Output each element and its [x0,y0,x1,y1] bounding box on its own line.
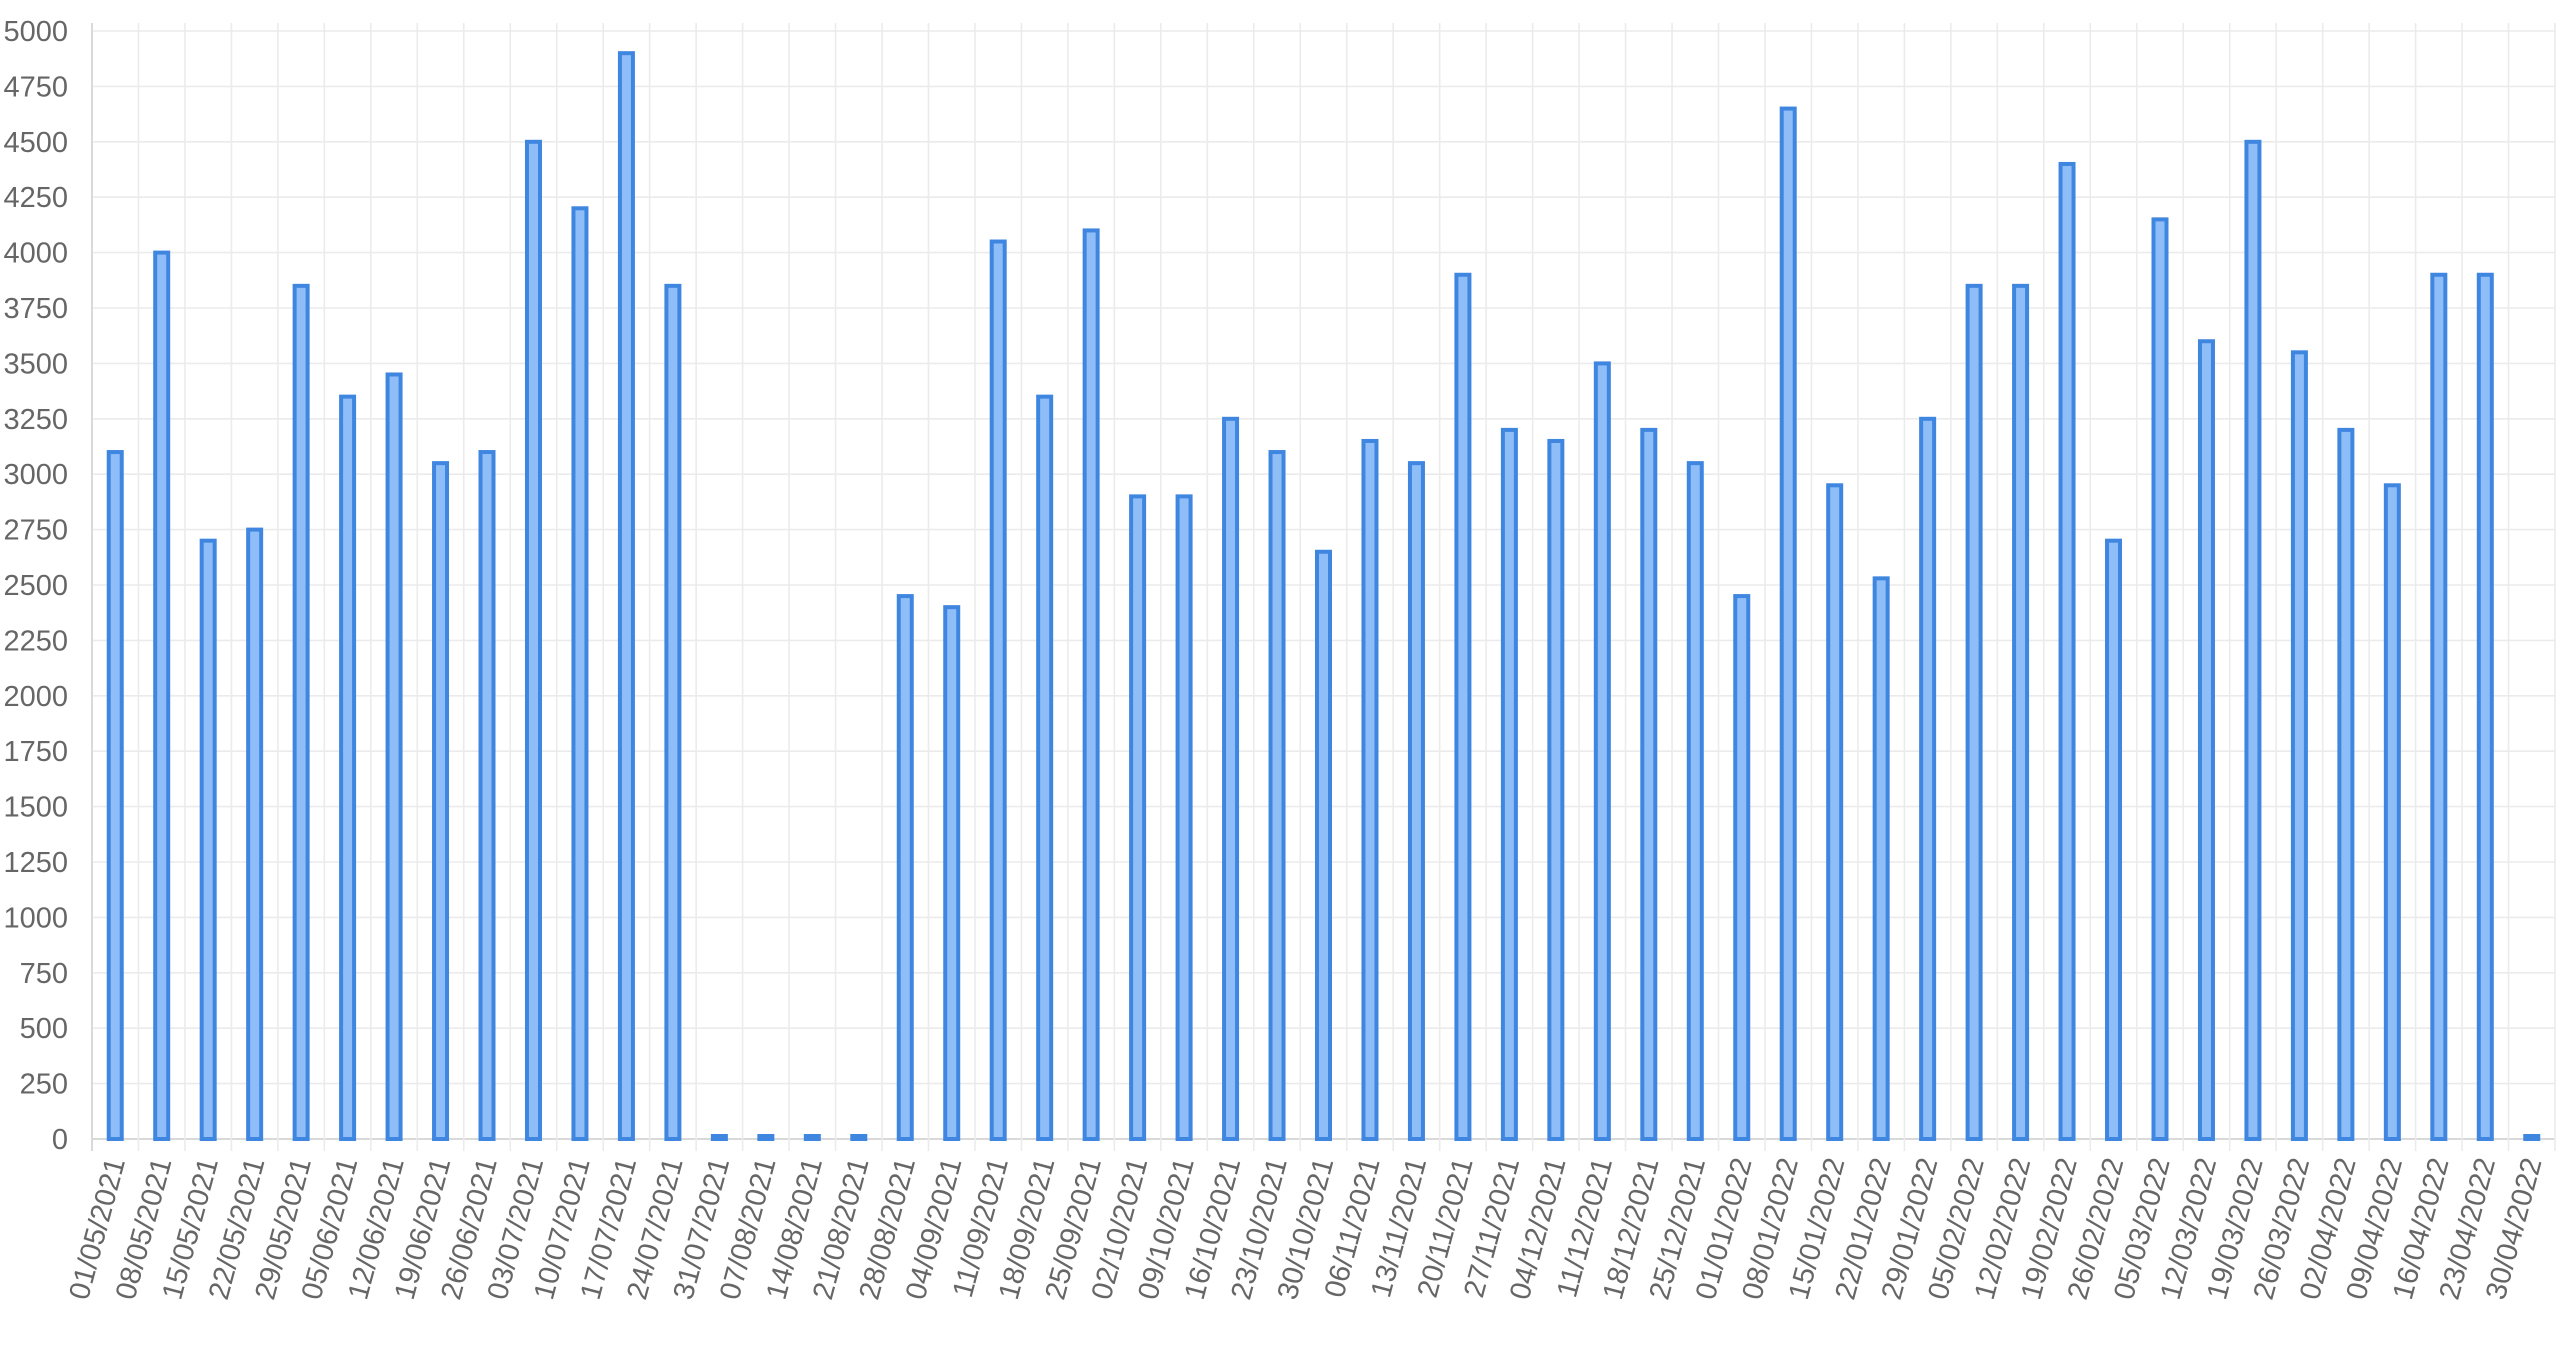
x-axis-ticks: 01/05/202108/05/202115/05/202122/05/2021… [64,1155,2549,1303]
y-axis-ticks: 0 250 500 750 1000 1250 1500 1750 2000 2250 2500 27… [3,16,68,1156]
bar [1779,106,1797,1141]
bar [1268,450,1286,1142]
y-tick-label: 0 [52,1124,68,1156]
y-tick-label: 1250 [3,847,68,879]
bar [2430,272,2448,1141]
bar [896,594,914,1141]
bar [1965,283,1983,1141]
bars [106,51,2541,1142]
bar [292,283,310,1141]
y-tick-label: 3750 [3,293,68,325]
bar [943,605,961,1141]
bar [1640,427,1658,1141]
bar [199,538,217,1141]
y-tick-label: 2750 [3,515,68,547]
bar [2105,538,2123,1141]
bar [1872,576,1890,1141]
bar [1361,438,1379,1141]
bar [1547,438,1565,1141]
bar [1500,427,1518,1141]
bar [2244,139,2262,1142]
bar [2151,217,2169,1142]
bar [1036,394,1054,1141]
bar [1826,483,1844,1141]
bar [710,1134,728,1141]
bar [1919,416,1937,1141]
bar [1129,494,1147,1141]
bar [106,450,124,1142]
bar [571,206,589,1141]
bar [339,394,357,1141]
y-tick-label: 500 [20,1013,68,1045]
bar [1315,549,1332,1141]
bar [1175,494,1193,1141]
bar [2523,1134,2541,1141]
y-tick-label: 3000 [3,459,68,491]
y-tick-label: 250 [20,1069,68,1101]
bar [432,461,450,1141]
y-tick-label: 1000 [3,902,68,934]
y-tick-label: 750 [20,958,68,990]
bar [246,527,264,1141]
bar [2197,339,2215,1141]
bar [2476,272,2494,1141]
bar [1082,228,1100,1141]
bar [664,283,682,1141]
y-tick-label: 3500 [3,348,68,380]
bar [1686,461,1704,1141]
bar [1407,461,1425,1141]
bar [2383,483,2401,1141]
bar [1733,594,1751,1141]
bar [1454,272,1472,1141]
grid [91,23,2556,1151]
bar [2058,161,2076,1141]
bar [757,1134,775,1141]
y-tick-label: 2000 [3,681,68,713]
bar [617,51,635,1141]
bar [2337,427,2355,1141]
bar [989,239,1007,1141]
y-tick-label: 1500 [3,792,68,824]
bar [1222,416,1240,1141]
bar [153,250,171,1142]
bar [803,1134,821,1141]
bar [850,1134,868,1141]
bar [2290,350,2308,1141]
y-tick-label: 1750 [3,736,68,768]
y-tick-label: 4250 [3,182,68,214]
bar [2012,283,2030,1141]
bar [385,372,403,1142]
y-tick-label: 2500 [3,570,68,602]
y-tick-label: 4000 [3,238,68,270]
y-tick-label: 5000 [3,16,68,48]
bar [1593,361,1611,1141]
bar [478,450,496,1142]
y-tick-label: 4750 [3,71,68,103]
y-tick-label: 3250 [3,404,68,436]
y-tick-label: 4500 [3,127,68,159]
bar [524,139,542,1142]
y-tick-label: 2250 [3,625,68,657]
